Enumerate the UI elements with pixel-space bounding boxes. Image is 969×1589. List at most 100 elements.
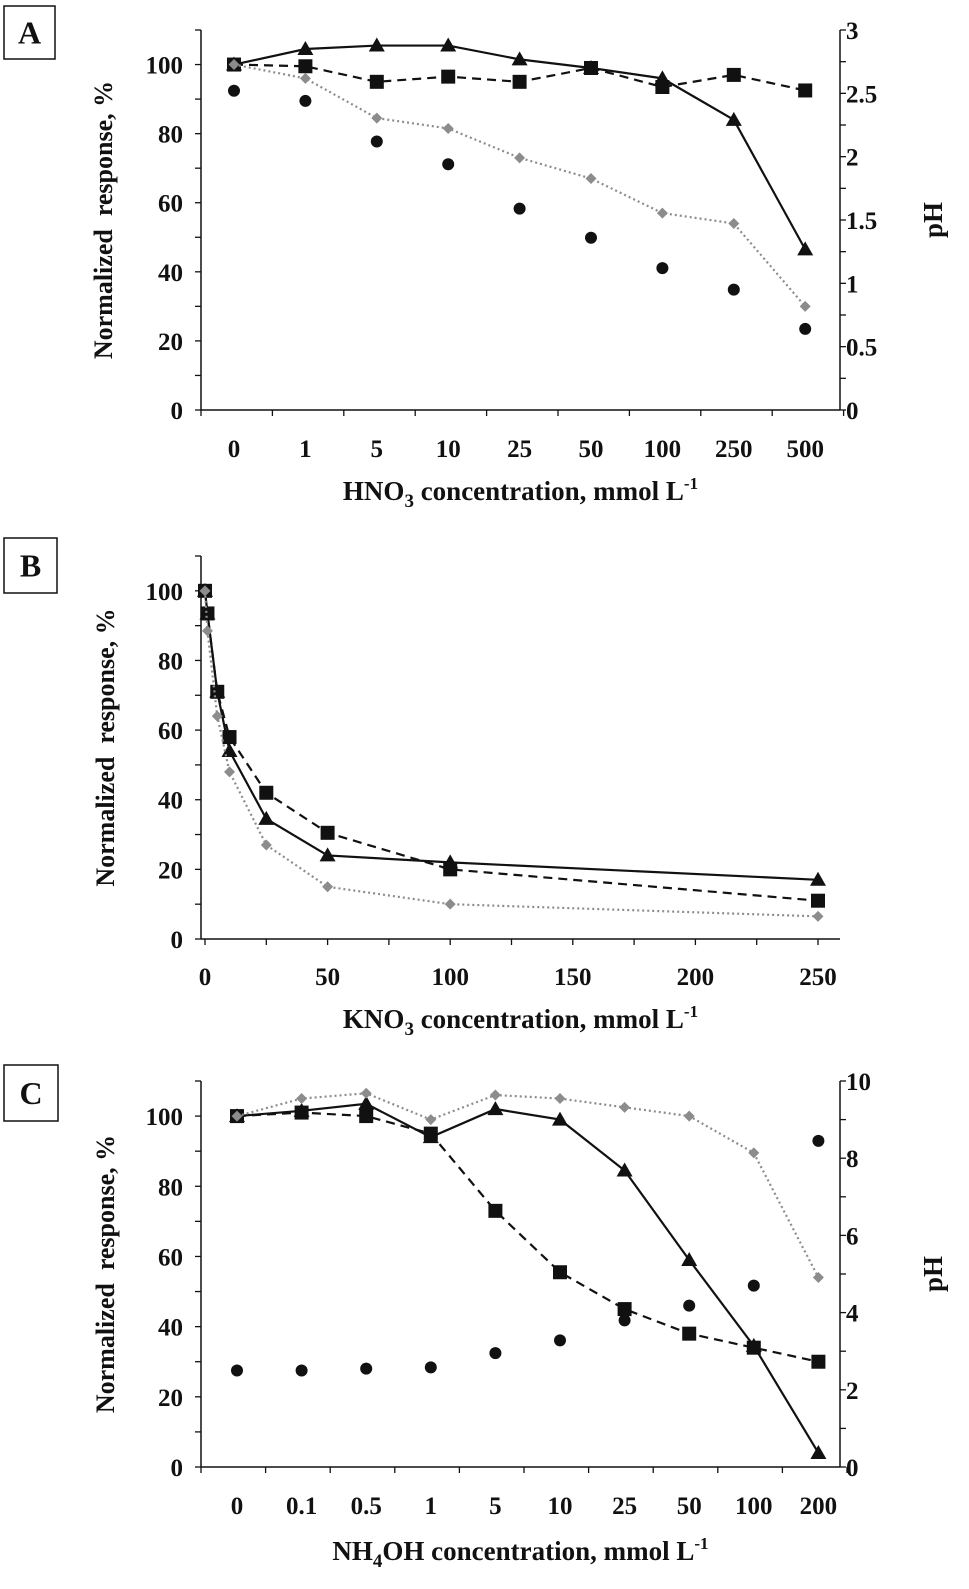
square-marker (298, 59, 313, 74)
x-tick-label: 200 (677, 964, 715, 991)
panel-label: A (18, 15, 41, 51)
x-tick-label: 150 (554, 964, 592, 991)
y-tick-label: 60 (158, 191, 183, 218)
circle-marker (228, 84, 240, 97)
series-line-square (236, 1111, 819, 1363)
series-diamond (231, 1087, 824, 1284)
x-tick-label: 0.5 (351, 1493, 382, 1520)
panel-label-box (3, 5, 56, 60)
series-line-triangle (203, 590, 819, 881)
circle-marker (554, 1334, 566, 1347)
y2-tick-label: 10 (846, 1069, 871, 1096)
x-tick-label: 0 (228, 436, 241, 463)
circle-marker (295, 1364, 308, 1377)
triangle-marker (297, 41, 314, 55)
y-tick-label: 40 (158, 260, 183, 287)
y-tick-label: 40 (158, 1315, 183, 1342)
diamond-marker (748, 1147, 760, 1159)
panel-a: A 0 20 40 60 80 100 0 0.5 1 1.5 2 2.5 3 0 1 5 10 25 50 100 25… (3, 5, 948, 512)
circle-marker (513, 202, 526, 215)
circle-marker (656, 262, 669, 275)
x-tick-label: 50 (315, 964, 340, 991)
y2-tick-label: 8 (846, 1146, 859, 1173)
square-marker (423, 1126, 438, 1141)
triangle-marker (368, 37, 385, 52)
y-tick-label: 20 (158, 329, 183, 356)
panel-label-box (3, 1064, 59, 1122)
triangle-marker (358, 1095, 375, 1110)
y2-axis-title: pH (918, 1256, 948, 1292)
circle-marker (299, 94, 312, 107)
y-tick-label: 100 (146, 579, 184, 606)
square-marker (320, 825, 335, 840)
y-tick-label: 100 (146, 1104, 184, 1131)
x-tick-label: 5 (489, 1493, 502, 1520)
y2-tick-label: 3 (846, 18, 859, 45)
y2-tick-label: 6 (846, 1223, 859, 1250)
triangle-marker (440, 37, 457, 52)
square-marker (441, 69, 456, 84)
series-line-square (203, 590, 819, 902)
x-tick-label: 50 (579, 436, 604, 463)
diamond-marker (554, 1093, 566, 1105)
x-tick-label: 5 (371, 436, 384, 463)
square-marker (259, 785, 274, 800)
x-tick-label: 0.1 (286, 1493, 317, 1520)
series-line-diamond (203, 590, 819, 918)
diamond-marker (211, 710, 223, 722)
panel-label: C (19, 1075, 42, 1111)
diamond-marker (224, 766, 236, 778)
circle-marker (442, 158, 455, 171)
y2-tick-label: 2 (846, 1378, 859, 1405)
circle-marker (424, 1361, 437, 1374)
x-axis-title: HNO3 concentration, mmol L-1 (343, 474, 698, 512)
y2-tick-label: 4 (846, 1301, 859, 1328)
series-line-diamond (236, 1092, 820, 1279)
y2-tick-label: 1 (846, 271, 859, 298)
diamond-marker (799, 300, 811, 312)
y-tick-label: 80 (158, 1174, 183, 1201)
triangle-marker (681, 1251, 698, 1266)
circle-marker (727, 283, 740, 296)
triangle-marker (511, 51, 528, 66)
square-marker (726, 67, 741, 82)
square-marker (584, 61, 598, 75)
diamond-marker (683, 1110, 695, 1122)
diamond-marker (619, 1101, 631, 1113)
x-tick-label: 100 (644, 436, 682, 463)
square-marker (617, 1302, 632, 1317)
y2-axis-title: pH (918, 202, 948, 238)
panel-b: B 0 20 40 60 80 100 0 50 100 150 200 250 KNO3 concent… (3, 537, 840, 1040)
square-marker (294, 1105, 309, 1120)
x-tick-label: 1 (299, 436, 312, 463)
y2-tick-label: 1.5 (846, 208, 877, 235)
square-marker (210, 684, 225, 699)
x-tick-label: 100 (735, 1493, 773, 1520)
y-tick-label: 20 (158, 1385, 183, 1412)
circle-marker (799, 322, 812, 335)
diamond-marker (812, 1272, 824, 1284)
triangle-marker (487, 1101, 504, 1116)
diamond-marker (425, 1114, 437, 1126)
x-tick-label: 1 (425, 1493, 438, 1520)
diamond-marker (656, 207, 668, 219)
circle-marker (489, 1347, 502, 1360)
series-circle (228, 84, 812, 335)
triangle-marker (810, 1444, 827, 1459)
square-marker (512, 74, 527, 89)
diamond-marker (371, 112, 383, 124)
square-marker (811, 893, 825, 908)
circle-marker (360, 1362, 373, 1375)
diamond-marker (444, 898, 456, 910)
square-marker (488, 1203, 503, 1218)
y-tick-label: 80 (158, 648, 183, 675)
series-line-diamond (233, 63, 807, 308)
y-axis-title: Normalized response, % (89, 81, 118, 359)
x-tick-label: 500 (786, 436, 824, 463)
y-tick-label: 60 (158, 1244, 183, 1271)
x-tick-label: 25 (612, 1493, 637, 1520)
x-tick-label: 250 (715, 436, 753, 463)
y2-tick-label: 0.5 (846, 335, 877, 362)
y-tick-label: 0 (171, 927, 184, 954)
